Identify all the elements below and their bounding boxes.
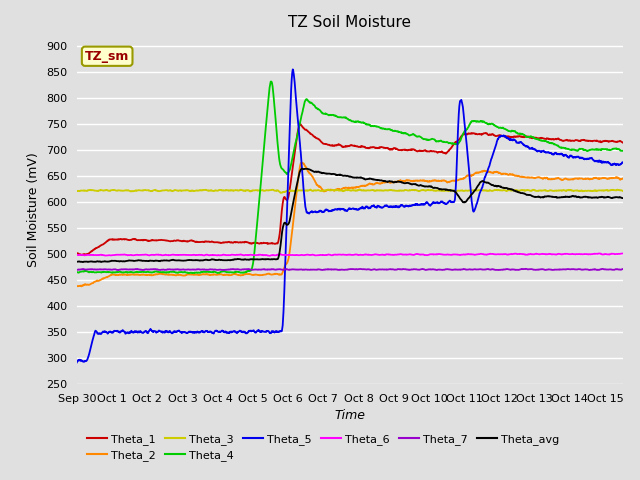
- Theta_7: [604, 266, 611, 272]
- Theta_1: [73, 250, 81, 256]
- Theta_6: [619, 251, 627, 256]
- Theta_avg: [619, 195, 627, 201]
- Theta_7: [604, 266, 611, 272]
- Theta_5: [604, 159, 611, 165]
- Theta_4: [604, 147, 611, 153]
- Theta_4: [73, 269, 81, 275]
- Theta_3: [324, 187, 332, 192]
- Theta_7: [115, 267, 122, 273]
- Theta_avg: [79, 259, 86, 265]
- Theta_6: [73, 252, 81, 258]
- Theta_6: [596, 251, 604, 256]
- Theta_5: [289, 67, 296, 72]
- Theta_1: [339, 144, 347, 149]
- Theta_4: [604, 146, 611, 152]
- Theta_2: [603, 176, 611, 181]
- Line: Theta_7: Theta_7: [77, 269, 623, 270]
- Theta_1: [604, 138, 611, 144]
- Y-axis label: Soil Moisture (mV): Soil Moisture (mV): [28, 152, 40, 267]
- Theta_1: [296, 121, 304, 127]
- Theta_7: [503, 266, 511, 272]
- Theta_2: [324, 187, 332, 193]
- Theta_4: [503, 127, 511, 133]
- Line: Theta_6: Theta_6: [77, 253, 623, 256]
- Theta_2: [619, 176, 627, 181]
- Theta_7: [619, 266, 627, 272]
- Theta_2: [101, 275, 109, 281]
- Theta_3: [101, 188, 109, 193]
- Theta_2: [298, 160, 305, 166]
- Theta_7: [73, 267, 81, 273]
- Theta_7: [518, 266, 526, 272]
- Theta_1: [78, 252, 86, 258]
- Theta_5: [101, 329, 109, 335]
- Line: Theta_3: Theta_3: [77, 190, 623, 193]
- Theta_3: [339, 188, 346, 193]
- Theta_3: [604, 187, 611, 193]
- Line: Theta_4: Theta_4: [77, 82, 623, 273]
- Text: TZ_sm: TZ_sm: [85, 50, 129, 63]
- Theta_7: [101, 266, 109, 272]
- Theta_6: [339, 252, 346, 257]
- Theta_2: [604, 176, 611, 181]
- Theta_avg: [604, 194, 611, 200]
- Theta_4: [185, 270, 193, 276]
- Line: Theta_avg: Theta_avg: [77, 168, 623, 262]
- Theta_avg: [73, 259, 81, 264]
- Title: TZ Soil Moisture: TZ Soil Moisture: [288, 15, 412, 30]
- Theta_3: [619, 188, 627, 194]
- Theta_6: [604, 252, 611, 257]
- Theta_4: [339, 115, 347, 120]
- Theta_avg: [503, 185, 511, 191]
- Theta_6: [503, 252, 511, 257]
- Line: Theta_1: Theta_1: [77, 124, 623, 255]
- Theta_6: [324, 252, 332, 258]
- Theta_5: [503, 134, 511, 140]
- Line: Theta_5: Theta_5: [77, 70, 623, 362]
- Theta_6: [265, 253, 273, 259]
- Theta_5: [73, 360, 81, 365]
- Theta_3: [277, 190, 285, 196]
- Theta_avg: [324, 171, 332, 177]
- Theta_3: [604, 188, 611, 193]
- Theta_2: [73, 284, 81, 289]
- Theta_4: [267, 79, 275, 84]
- Line: Theta_2: Theta_2: [77, 163, 623, 287]
- Theta_7: [339, 267, 346, 273]
- Theta_avg: [101, 258, 109, 264]
- Theta_5: [619, 159, 627, 165]
- Theta_7: [324, 266, 332, 272]
- Theta_2: [339, 186, 346, 192]
- Theta_5: [603, 159, 611, 165]
- Theta_4: [619, 148, 627, 154]
- X-axis label: Time: Time: [334, 409, 365, 422]
- Theta_avg: [298, 166, 306, 171]
- Theta_1: [324, 142, 332, 148]
- Theta_avg: [339, 173, 347, 179]
- Theta_avg: [604, 194, 611, 200]
- Theta_3: [503, 188, 511, 194]
- Legend: Theta_1, Theta_2, Theta_3, Theta_4, Theta_5, Theta_6, Theta_7, Theta_avg: Theta_1, Theta_2, Theta_3, Theta_4, Thet…: [83, 429, 564, 466]
- Theta_1: [503, 133, 511, 139]
- Theta_2: [503, 171, 511, 177]
- Theta_3: [73, 188, 81, 194]
- Theta_6: [101, 252, 109, 258]
- Theta_1: [604, 138, 611, 144]
- Theta_5: [339, 206, 346, 212]
- Theta_4: [324, 112, 332, 118]
- Theta_6: [604, 252, 611, 257]
- Theta_4: [101, 269, 109, 275]
- Theta_3: [356, 187, 364, 192]
- Theta_1: [619, 140, 627, 145]
- Theta_5: [324, 207, 332, 213]
- Theta_1: [101, 240, 109, 246]
